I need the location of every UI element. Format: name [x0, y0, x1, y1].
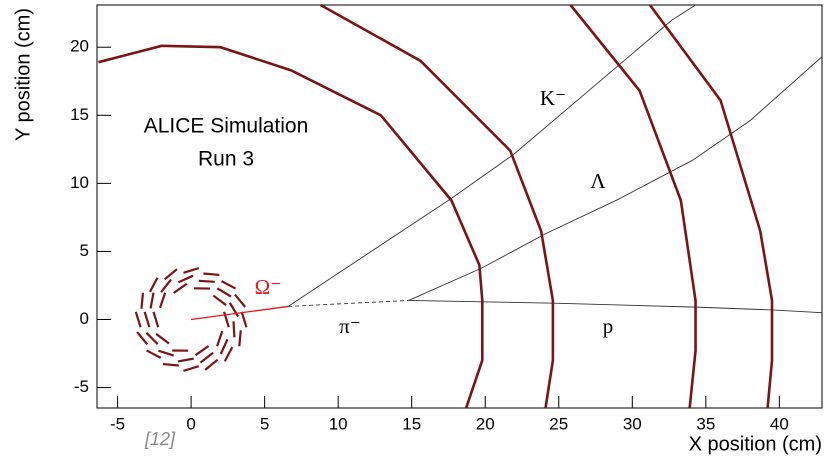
inner-layer-segment — [221, 281, 235, 288]
inner-layer-segment — [221, 339, 228, 354]
inner-layer-segment — [160, 293, 165, 308]
y-tick-label: 10 — [70, 173, 89, 192]
detector-layer — [571, 5, 696, 408]
inner-layer-segment — [213, 296, 226, 306]
inner-layer-segment — [199, 281, 215, 282]
annotation: Run 3 — [198, 148, 254, 171]
x-tick-label: 25 — [549, 414, 568, 433]
y-tick-label: -5 — [74, 377, 89, 396]
track-label: K⁻ — [540, 86, 566, 110]
track — [409, 300, 822, 312]
inner-layer-segment — [195, 346, 208, 355]
inner-layer-segment — [178, 359, 194, 362]
detector-layer — [650, 5, 772, 408]
x-tick-label: 35 — [696, 414, 715, 433]
x-tick-label: 20 — [476, 414, 495, 433]
inner-layer-segment — [183, 366, 198, 371]
inner-layer-segment — [203, 273, 219, 274]
track-label: Λ — [590, 169, 606, 193]
track — [288, 300, 409, 306]
inner-layer-segment — [158, 351, 173, 356]
inner-layer-segment — [136, 312, 141, 327]
inner-layer-segment — [163, 364, 179, 365]
inner-layer-segment — [235, 295, 245, 307]
x-tick-label: -5 — [110, 414, 125, 433]
y-axis-title: Y position (cm) — [12, 8, 34, 141]
inner-layer-segment — [174, 284, 187, 293]
inner-layer-segment — [242, 312, 247, 327]
detector-layer — [98, 46, 482, 408]
inner-layer-segment — [217, 331, 222, 346]
y-tick-label: 20 — [70, 37, 89, 56]
x-tick-label: 30 — [623, 414, 642, 433]
inner-layer-segment — [156, 334, 169, 344]
inner-layer-segment — [141, 293, 142, 309]
detector-layer — [321, 5, 553, 408]
y-tick-label: 15 — [70, 105, 89, 124]
inner-layer-segment — [153, 312, 158, 327]
caption: [12] — [144, 429, 176, 449]
inner-layer-segment — [200, 353, 213, 363]
track — [288, 5, 695, 306]
x-tick-label: 5 — [260, 414, 269, 433]
inner-layer-segment — [239, 330, 240, 346]
inner-layer-segment — [217, 288, 231, 296]
inner-layer-segment — [150, 278, 157, 292]
page: X position (cm) Y position (cm) ALICE Si… — [0, 0, 836, 465]
track — [191, 306, 288, 319]
inner-layer-segment — [225, 347, 232, 361]
track — [409, 57, 822, 301]
track-label: p — [603, 314, 614, 338]
inner-layer-segment — [183, 268, 198, 273]
inner-layer-segment — [161, 280, 171, 293]
track-label: Ω⁻ — [255, 275, 282, 299]
inner-layer-segment — [178, 276, 193, 283]
x-tick-label: 15 — [402, 414, 421, 433]
inner-layer-segment — [145, 312, 150, 327]
chart: X position (cm) Y position (cm) ALICE Si… — [0, 0, 836, 460]
y-tick-label: 0 — [80, 309, 89, 328]
track-label: π⁻ — [339, 314, 361, 338]
x-tick-label: 40 — [770, 414, 789, 433]
x-tick-label: 0 — [186, 414, 195, 433]
annotation: ALICE Simulation — [144, 115, 309, 138]
inner-layer-segment — [151, 293, 154, 309]
inner-layer-segment — [233, 321, 234, 337]
inner-layer-segment — [205, 360, 217, 370]
inner-layer-segment — [137, 332, 147, 344]
x-axis-title: X position (cm) — [689, 433, 822, 455]
x-tick-label: 10 — [329, 414, 348, 433]
y-tick-label: 5 — [80, 241, 89, 260]
inner-layer-segment — [165, 269, 177, 279]
